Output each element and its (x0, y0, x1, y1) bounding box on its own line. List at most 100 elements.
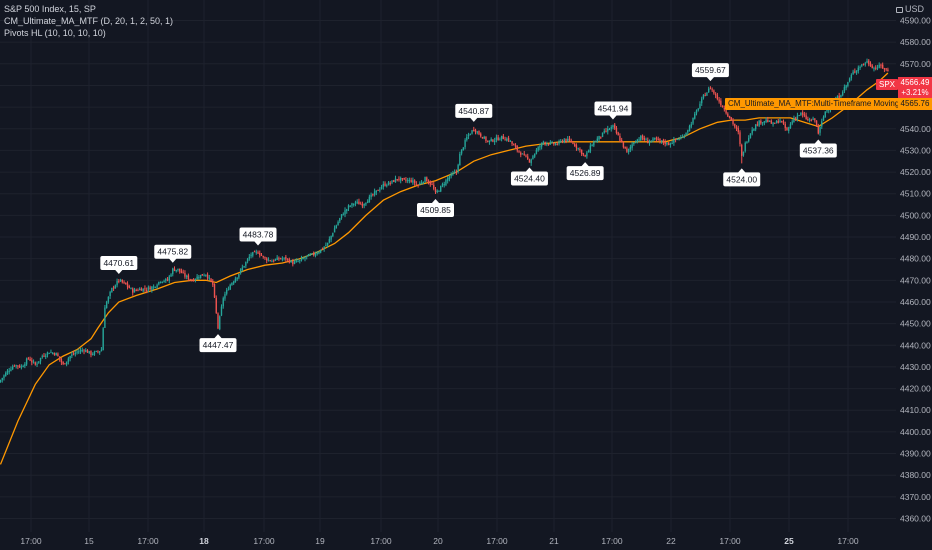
currency-selector[interactable]: USD (896, 4, 932, 14)
candle-body (165, 278, 167, 281)
lock-icon[interactable] (896, 6, 903, 13)
candle-body (325, 245, 327, 247)
candle-body (419, 183, 421, 185)
time-tick-label: 22 (666, 536, 676, 546)
time-tick-label: 17:00 (20, 536, 42, 546)
candle-body (400, 178, 402, 181)
candle-body (100, 349, 103, 352)
time-tick-label: 20 (433, 536, 443, 546)
pivot-label-text: 4470.61 (103, 258, 134, 268)
candle-body (426, 177, 428, 182)
time-axis[interactable]: 17:00 15 17:00 18 17:00 19 17:00 20 17:00 21 17:00… (0, 532, 932, 550)
candle-body (321, 248, 324, 250)
time-tick-label: 17:00 (370, 536, 392, 546)
candle-body (316, 253, 318, 255)
candle-body (387, 182, 390, 186)
candle-body (52, 352, 54, 354)
candle-body (293, 261, 296, 264)
time-tick-label: 15 (84, 536, 94, 546)
legend-indicator-ma[interactable]: CM_Ultimate_MA_MTF (D, 20, 1, 2, 50, 1) (4, 16, 174, 26)
pivot-label-high: 4559.67 (691, 63, 729, 82)
candle-body (119, 279, 122, 281)
candle-body (46, 352, 49, 355)
candle-body (64, 363, 66, 365)
candle-body (563, 139, 565, 143)
candle-body (800, 112, 802, 116)
candle-body (417, 184, 419, 186)
legend-indicator-pivots[interactable]: Pivots HL (10, 10, 10, 10) (4, 28, 106, 38)
candle-body (707, 88, 710, 93)
candle-body (478, 130, 480, 135)
candle-body (276, 257, 278, 260)
candle-body (90, 350, 92, 356)
candle-body (767, 119, 769, 122)
pivot-label-text: 4559.67 (695, 65, 726, 75)
candle-body (608, 129, 611, 131)
candle-body (452, 173, 454, 175)
candle-body (793, 117, 795, 123)
candle-body (607, 128, 609, 132)
candle-body (676, 139, 679, 141)
candle-body (459, 153, 461, 166)
candle-body (76, 351, 78, 353)
candle-body (567, 139, 569, 142)
last-price-tag: 4566.49 +3.21% (898, 77, 932, 98)
candle-body (619, 135, 621, 141)
candle-body (753, 128, 755, 131)
pivot-label-pointer (168, 258, 177, 263)
candle-body (748, 138, 750, 142)
candle-body (222, 298, 224, 307)
candle-body (297, 261, 299, 263)
candle-body (170, 274, 172, 277)
candle-body (243, 266, 245, 268)
candle-body (593, 141, 595, 146)
candle-body (177, 268, 179, 271)
candle-body (22, 366, 24, 368)
candle-body (749, 133, 752, 139)
candle-body (692, 117, 694, 124)
candle-body (441, 184, 444, 186)
candle-body (88, 351, 90, 353)
candle-body (480, 133, 482, 137)
symbol-tag: SPX (876, 79, 899, 90)
candle-body (455, 171, 458, 173)
pivot-labels: 4470.61 4475.82 4447.47 4483.78 4509.85 4540.… (100, 63, 837, 353)
price-tick-label: 4510.00 (900, 189, 931, 199)
candle-body (394, 178, 397, 183)
candle-body (97, 351, 99, 353)
candle-body (650, 140, 652, 142)
pivot-label-high: 4470.61 (100, 256, 138, 275)
candle-body (598, 135, 600, 140)
candle-body (105, 301, 108, 308)
candle-body (158, 281, 160, 285)
pivot-label-text: 4475.82 (157, 247, 188, 257)
time-tick-label: 25 (784, 536, 794, 546)
candle-body (718, 99, 720, 102)
pivot-label-high: 4483.78 (239, 227, 277, 246)
candle-body (380, 187, 383, 189)
pivot-label-box (239, 227, 277, 242)
candle-body (5, 372, 7, 377)
candle-body (36, 363, 38, 365)
price-tick-label: 4450.00 (900, 319, 931, 329)
pivot-label-box (100, 256, 138, 271)
candle-body (104, 307, 106, 328)
candle-body (406, 180, 409, 182)
candle-body (885, 68, 887, 70)
candle-body (662, 140, 665, 143)
candle-body (17, 365, 19, 367)
pivot-label-pointer (814, 139, 823, 144)
candle-body (393, 180, 395, 182)
candle-body (751, 129, 753, 134)
candle-body (226, 289, 228, 294)
candle-body (612, 125, 614, 128)
time-tick-label: 17:00 (486, 536, 508, 546)
legend-symbol[interactable]: S&P 500 Index, 15, SP (4, 4, 96, 14)
candle-body (229, 284, 231, 290)
candle-body (727, 113, 729, 117)
candle-body (288, 259, 291, 263)
candle-body (445, 180, 447, 186)
candle-body (500, 135, 503, 139)
candle-body (850, 74, 853, 79)
